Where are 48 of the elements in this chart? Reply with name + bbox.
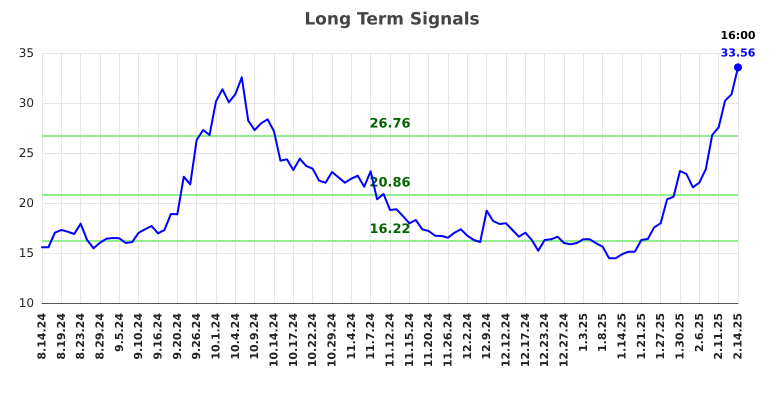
x-tick-label: 11.15.24 bbox=[402, 312, 416, 368]
x-tick-label: 11.20.24 bbox=[422, 312, 436, 368]
x-tick-label: 2.11.25 bbox=[712, 313, 726, 360]
x-tick-label: 1.14.25 bbox=[616, 313, 628, 360]
y-tick-label: 35 bbox=[18, 46, 34, 60]
x-tick-label: 8.19.24 bbox=[54, 312, 68, 360]
x-tick-label: 9.10.24 bbox=[132, 312, 146, 360]
x-tick-label: 12.2.24 bbox=[460, 312, 474, 360]
x-tick-label: 1.8.25 bbox=[596, 313, 610, 352]
x-tick-label: 12.17.24 bbox=[518, 312, 532, 368]
y-tick-label: 30 bbox=[18, 96, 34, 110]
y-tick-label: 20 bbox=[18, 196, 34, 210]
ref-line-label: 26.76 bbox=[369, 116, 411, 132]
x-tick-label: 10.29.24 bbox=[326, 312, 338, 368]
x-tick-label: 2.14.25 bbox=[732, 313, 744, 360]
x-tick-label: 10.1.24 bbox=[210, 312, 222, 360]
x-tick-label: 12.9.24 bbox=[480, 312, 494, 360]
y-tick-label: 10 bbox=[18, 296, 34, 310]
data-label: 33.56 bbox=[720, 46, 756, 60]
y-tick-label: 25 bbox=[18, 146, 34, 160]
chart-title: Long Term Signals bbox=[304, 10, 480, 30]
x-tick-label: 1.30.25 bbox=[674, 313, 686, 360]
x-tick-label: 11.7.24 bbox=[364, 312, 378, 360]
x-tick-label: 10.22.24 bbox=[306, 312, 320, 368]
x-tick-label: 9.26.24 bbox=[190, 312, 204, 360]
x-tick-label: 9.20.24 bbox=[170, 312, 184, 360]
x-tick-label: 11.26.24 bbox=[442, 312, 454, 368]
x-tick-label: 10.4.24 bbox=[228, 312, 242, 360]
x-tick-label: 8.23.24 bbox=[74, 312, 88, 360]
x-tick-label: 12.27.24 bbox=[558, 312, 570, 368]
x-tick-label: 9.5.24 bbox=[112, 312, 126, 352]
y-tick-label: 15 bbox=[18, 246, 34, 260]
x-tick-label: 10.9.24 bbox=[248, 312, 262, 360]
x-tick-label: 12.23.24 bbox=[538, 312, 552, 368]
x-tick-label: 11.12.24 bbox=[384, 312, 396, 368]
x-tick-label: 8.14.24 bbox=[36, 312, 48, 360]
x-tick-label: 10.14.24 bbox=[268, 312, 280, 368]
annotation: 16:00 bbox=[720, 28, 756, 42]
ref-line-label: 16.22 bbox=[369, 222, 411, 237]
x-tick-label: 1.21.25 bbox=[634, 313, 648, 360]
x-tick-label: 11.4.24 bbox=[344, 312, 358, 360]
x-tick-label: 1.27.25 bbox=[654, 313, 668, 360]
x-tick-label: 1.3.25 bbox=[576, 313, 590, 352]
x-tick-label: 2.6.25 bbox=[692, 313, 706, 352]
x-tick-label: 10.17.24 bbox=[286, 312, 300, 368]
x-tick-label: 8.29.24 bbox=[94, 312, 106, 360]
x-tick-label: 9.16.24 bbox=[152, 312, 164, 360]
x-tick-label: 12.12.24 bbox=[500, 312, 512, 368]
